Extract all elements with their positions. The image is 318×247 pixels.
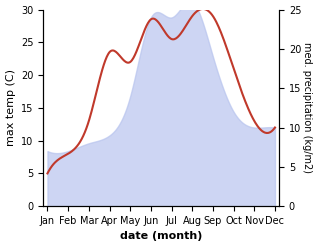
Y-axis label: max temp (C): max temp (C) xyxy=(5,69,16,146)
X-axis label: date (month): date (month) xyxy=(120,231,203,242)
Y-axis label: med. precipitation (kg/m2): med. precipitation (kg/m2) xyxy=(302,42,313,173)
